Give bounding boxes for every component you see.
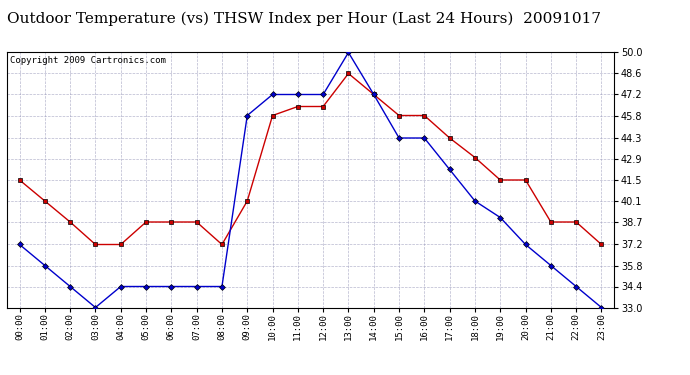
Text: Copyright 2009 Cartronics.com: Copyright 2009 Cartronics.com bbox=[10, 56, 166, 65]
Text: Outdoor Temperature (vs) THSW Index per Hour (Last 24 Hours)  20091017: Outdoor Temperature (vs) THSW Index per … bbox=[7, 11, 600, 26]
